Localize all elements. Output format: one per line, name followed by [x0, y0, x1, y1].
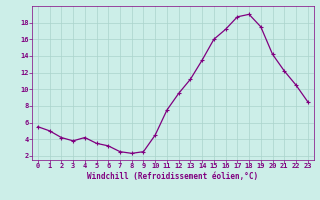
X-axis label: Windchill (Refroidissement éolien,°C): Windchill (Refroidissement éolien,°C) [87, 172, 258, 181]
